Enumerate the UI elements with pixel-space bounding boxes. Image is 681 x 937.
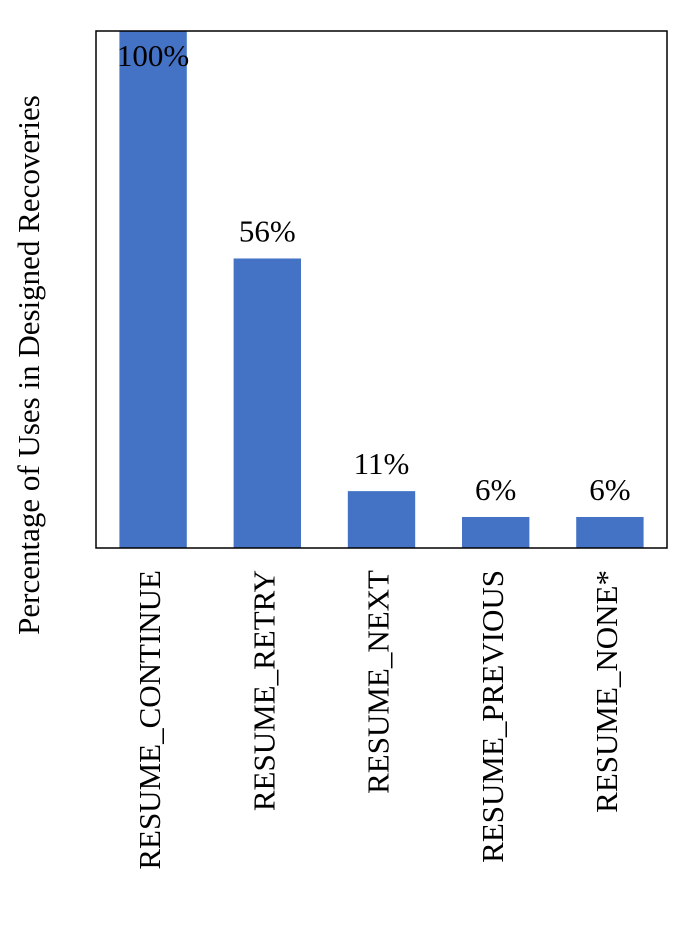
x-tick-label: RESUME_CONTINUE — [132, 570, 167, 870]
value-label: 6% — [589, 472, 630, 507]
y-axis-label: Percentage of Uses in Designed Recoverie… — [11, 95, 46, 635]
x-tick-label: RESUME_RETRY — [246, 570, 281, 811]
value-label: 6% — [475, 472, 516, 507]
x-tick-label: RESUME_PREVIOUS — [475, 570, 510, 863]
value-label: 100% — [117, 38, 189, 73]
value-label: 56% — [239, 214, 296, 249]
value-label: 11% — [354, 446, 410, 481]
x-tick-label: RESUME_NEXT — [361, 570, 396, 794]
bar — [347, 491, 416, 548]
bar — [233, 258, 301, 548]
x-tick-label: RESUME_NONE* — [589, 570, 624, 813]
bar — [119, 31, 187, 548]
bar — [576, 516, 644, 548]
plot-frame — [95, 30, 668, 549]
bar — [462, 516, 530, 548]
